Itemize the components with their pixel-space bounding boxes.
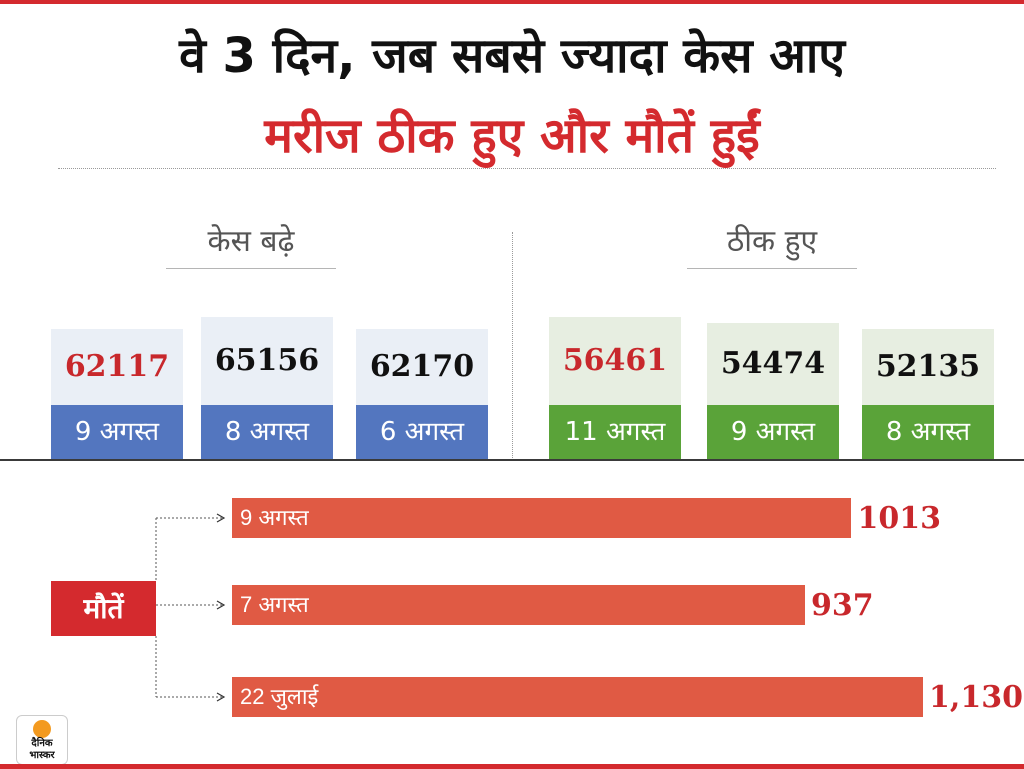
cases-value-label: 65156 — [214, 343, 320, 378]
recovered-section-title: ठीक हुए — [726, 224, 818, 259]
connector-arrowhead — [216, 692, 226, 702]
title-divider — [58, 168, 996, 169]
death-bar — [232, 498, 852, 538]
page-title: वे 3 दिन, जब सबसे ज्यादा केस आए — [179, 28, 845, 84]
death-bar-date-label: 9 अगस्त — [240, 505, 309, 530]
cases-date-label: 9 अगस्त — [51, 405, 183, 459]
cases-bar-fill — [51, 329, 183, 405]
sun-icon — [33, 720, 51, 738]
recovered-value-label: 52135 — [875, 349, 981, 384]
death-bar-date-label: 22 जुलाई — [240, 684, 319, 709]
cases-bar-fill — [356, 328, 488, 405]
cases-bar: 65156 8 अगस्त — [201, 317, 333, 459]
cases-date-label: 6 अगस्त — [356, 404, 488, 459]
section-divider — [512, 232, 513, 460]
cases-section-title: केस बढ़े — [207, 224, 295, 259]
logo-text: दैनिक भास्कर — [17, 738, 67, 762]
cases-section-underline — [166, 268, 336, 269]
recovered-bar-fill — [707, 322, 839, 405]
page-subtitle: मरीज ठीक हुए और मौतें हुईं — [264, 108, 760, 164]
recovered-date-label: 9 अगस्त — [707, 404, 839, 459]
death-bar — [232, 585, 805, 625]
logo-line-1: दैनिक — [31, 738, 53, 749]
cases-value-label: 62117 — [64, 349, 170, 384]
dainik-bhaskar-logo: दैनिक भास्कर — [16, 715, 68, 765]
recovered-bar: 52135 8 अगस्त — [862, 329, 994, 459]
recovered-bar-fill — [862, 329, 994, 405]
recovered-date-label: 8 अगस्त — [862, 405, 994, 459]
cases-bar: 62117 9 अगस्त — [51, 329, 183, 459]
death-bar-value-label: 1013 — [857, 501, 941, 536]
recovered-section-underline — [687, 268, 857, 269]
top-accent-bar — [0, 0, 1024, 4]
recovered-date-label: 11 अगस्त — [549, 405, 681, 459]
recovered-bar: 56461 11 अगस्त — [549, 317, 681, 459]
cases-bar: 62170 6 अगस्त — [356, 328, 488, 459]
recovered-bar: 54474 9 अगस्त — [707, 322, 839, 459]
connector-arrowhead — [216, 513, 226, 523]
cases-value-label: 62170 — [369, 348, 475, 384]
recovered-value-label: 56461 — [562, 343, 668, 378]
connector-arrowhead — [216, 600, 226, 610]
death-bar — [232, 677, 923, 717]
cards-baseline — [0, 459, 1024, 461]
recovered-bar-fill — [549, 317, 681, 405]
recovered-value-label: 54474 — [720, 345, 826, 381]
cases-bar-fill — [201, 317, 333, 405]
cases-date-label: 8 अगस्त — [201, 405, 333, 459]
death-bar-value-label: 937 — [810, 588, 874, 623]
bottom-accent-bar — [0, 764, 1024, 769]
deaths-label-box: मौतें — [51, 581, 156, 636]
death-bar-date-label: 7 अगस्त — [240, 592, 309, 617]
death-bar-value-label: 1,130 — [929, 680, 1023, 715]
logo-line-2: भास्कर — [29, 750, 55, 761]
